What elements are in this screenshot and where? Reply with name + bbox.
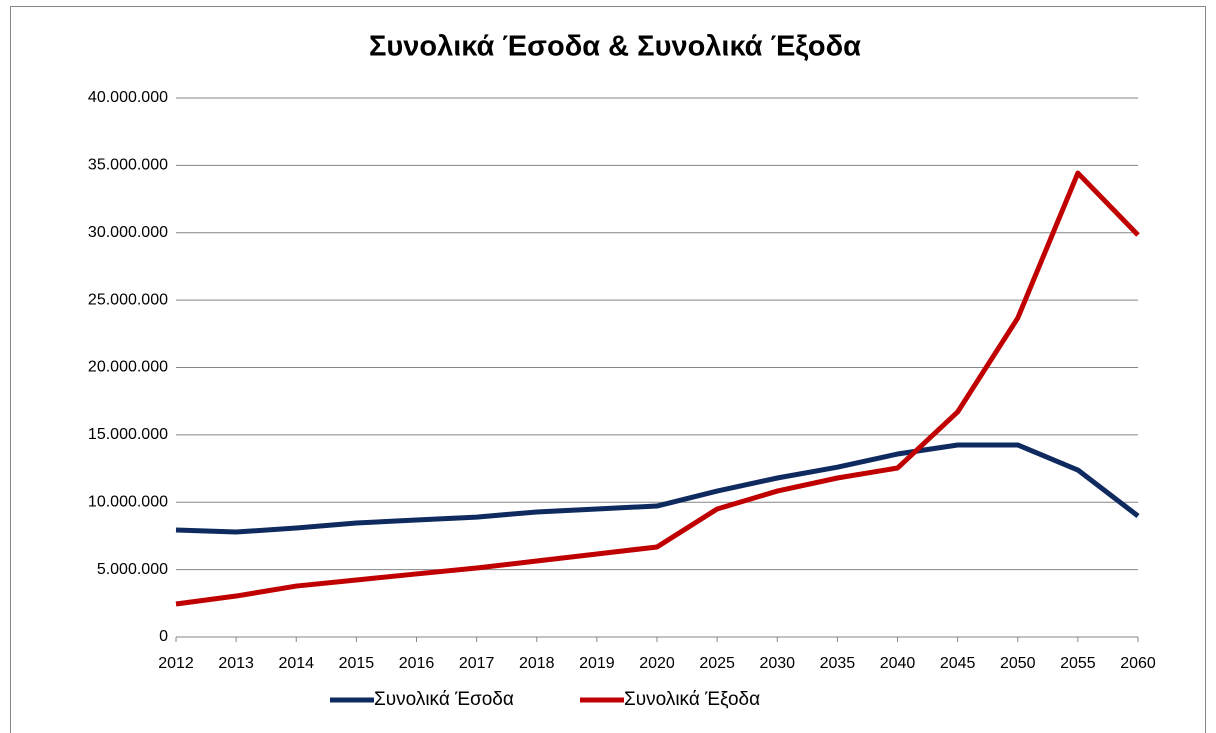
y-tick-label: 25.000.000: [88, 291, 168, 308]
x-tick-label: 2017: [459, 655, 495, 672]
x-tick-label: 2050: [1000, 655, 1036, 672]
chart-title: Συνολικά Έσοδα & Συνολικά Έξοδα: [369, 31, 861, 63]
x-tick-label: 2013: [218, 655, 254, 672]
x-tick-label: 2060: [1120, 655, 1156, 672]
y-tick-label: 40.000.000: [88, 89, 168, 106]
series-line: [175, 170, 1140, 607]
y-tick-label: 5.000.000: [97, 561, 168, 578]
x-tick-label: 2018: [519, 655, 555, 672]
x-tick-label: 2045: [940, 655, 976, 672]
legend-label: Συνολικά Έξοδα: [624, 689, 760, 710]
x-tick-label: 2055: [1060, 655, 1096, 672]
x-tick-label: 2019: [579, 655, 615, 672]
series-line: [175, 442, 1140, 535]
y-tick-label: 35.000.000: [88, 157, 168, 174]
y-tick-label: 30.000.000: [88, 224, 168, 241]
x-tick-label: 2025: [699, 655, 735, 672]
legend-label: Συνολικά Έσοδα: [374, 689, 514, 710]
x-tick-label: 2016: [399, 655, 435, 672]
chart-frame: [10, 6, 1206, 733]
x-tick-label: 2035: [820, 655, 856, 672]
y-tick-label: 20.000.000: [88, 359, 168, 376]
x-tick-label: 2040: [880, 655, 916, 672]
x-tick-label: 2014: [278, 655, 314, 672]
y-tick-label: 10.000.000: [88, 493, 168, 510]
x-tick-label: 2030: [759, 655, 795, 672]
x-tick-label: 2020: [639, 655, 675, 672]
x-tick-label: 2015: [339, 655, 375, 672]
x-tick-label: 2012: [158, 655, 194, 672]
y-tick-label: 0: [159, 628, 168, 645]
y-tick-label: 15.000.000: [88, 426, 168, 443]
